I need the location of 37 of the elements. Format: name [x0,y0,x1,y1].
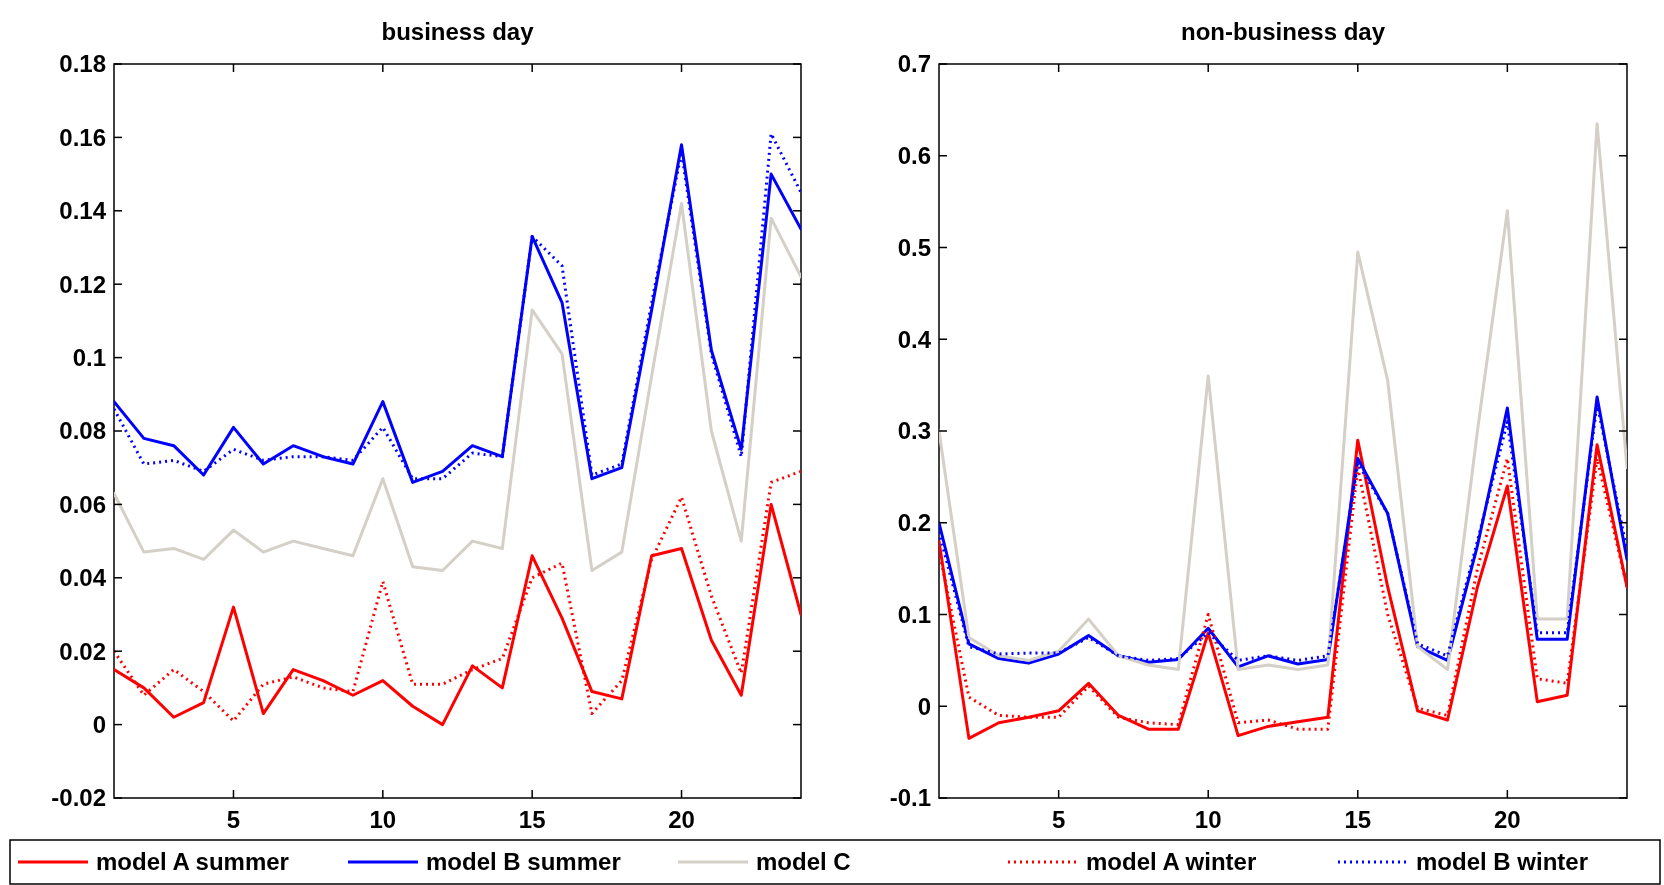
x-tick-label: 5 [1051,806,1066,833]
y-tick-label: 0 [917,692,931,720]
y-tick-label: 0.06 [59,490,106,518]
legend-label: model B winter [1416,848,1589,876]
x-tick-label: 5 [226,806,241,833]
x-tick-label: 15 [518,806,546,833]
y-tick-label: 0.5 [897,233,931,261]
y-tick-label: -0.02 [51,784,106,812]
chart-title: business day [381,18,535,45]
y-tick-label: 0.3 [897,417,931,445]
line-series [114,201,801,572]
y-tick-label: 0.2 [897,509,931,537]
x-tick-label: 10 [1194,806,1222,833]
legend-label: model C [756,848,851,876]
y-tick-label: 0.14 [59,197,107,225]
y-tick-label: 0 [92,711,106,738]
line-series [939,122,1627,672]
y-tick-label: 0.08 [59,417,106,445]
y-tick-label: 0.1 [897,600,931,628]
y-tick-label: 0.6 [897,142,931,170]
y-tick-label: 0.4 [897,325,932,353]
y-tick-label: 0.7 [897,50,931,78]
y-tick-label: 0.18 [59,50,106,78]
x-tick-label: 15 [1344,806,1372,833]
legend-label: model A winter [1086,848,1257,876]
legend-label: model A summer [96,848,289,876]
chart-title: non-business day [1180,18,1386,45]
y-tick-label: 0.16 [59,123,106,151]
x-tick-label: 20 [1494,806,1521,833]
y-tick-label: -0.1 [889,784,931,812]
y-tick-label: 0.02 [59,637,106,665]
y-tick-label: 0.04 [59,564,107,592]
y-tick-label: 0.12 [59,270,106,298]
legend-label: model B summer [426,848,621,876]
x-tick-label: 10 [369,806,397,833]
y-tick-label: 0.1 [72,344,106,371]
x-tick-label: 20 [668,806,695,833]
